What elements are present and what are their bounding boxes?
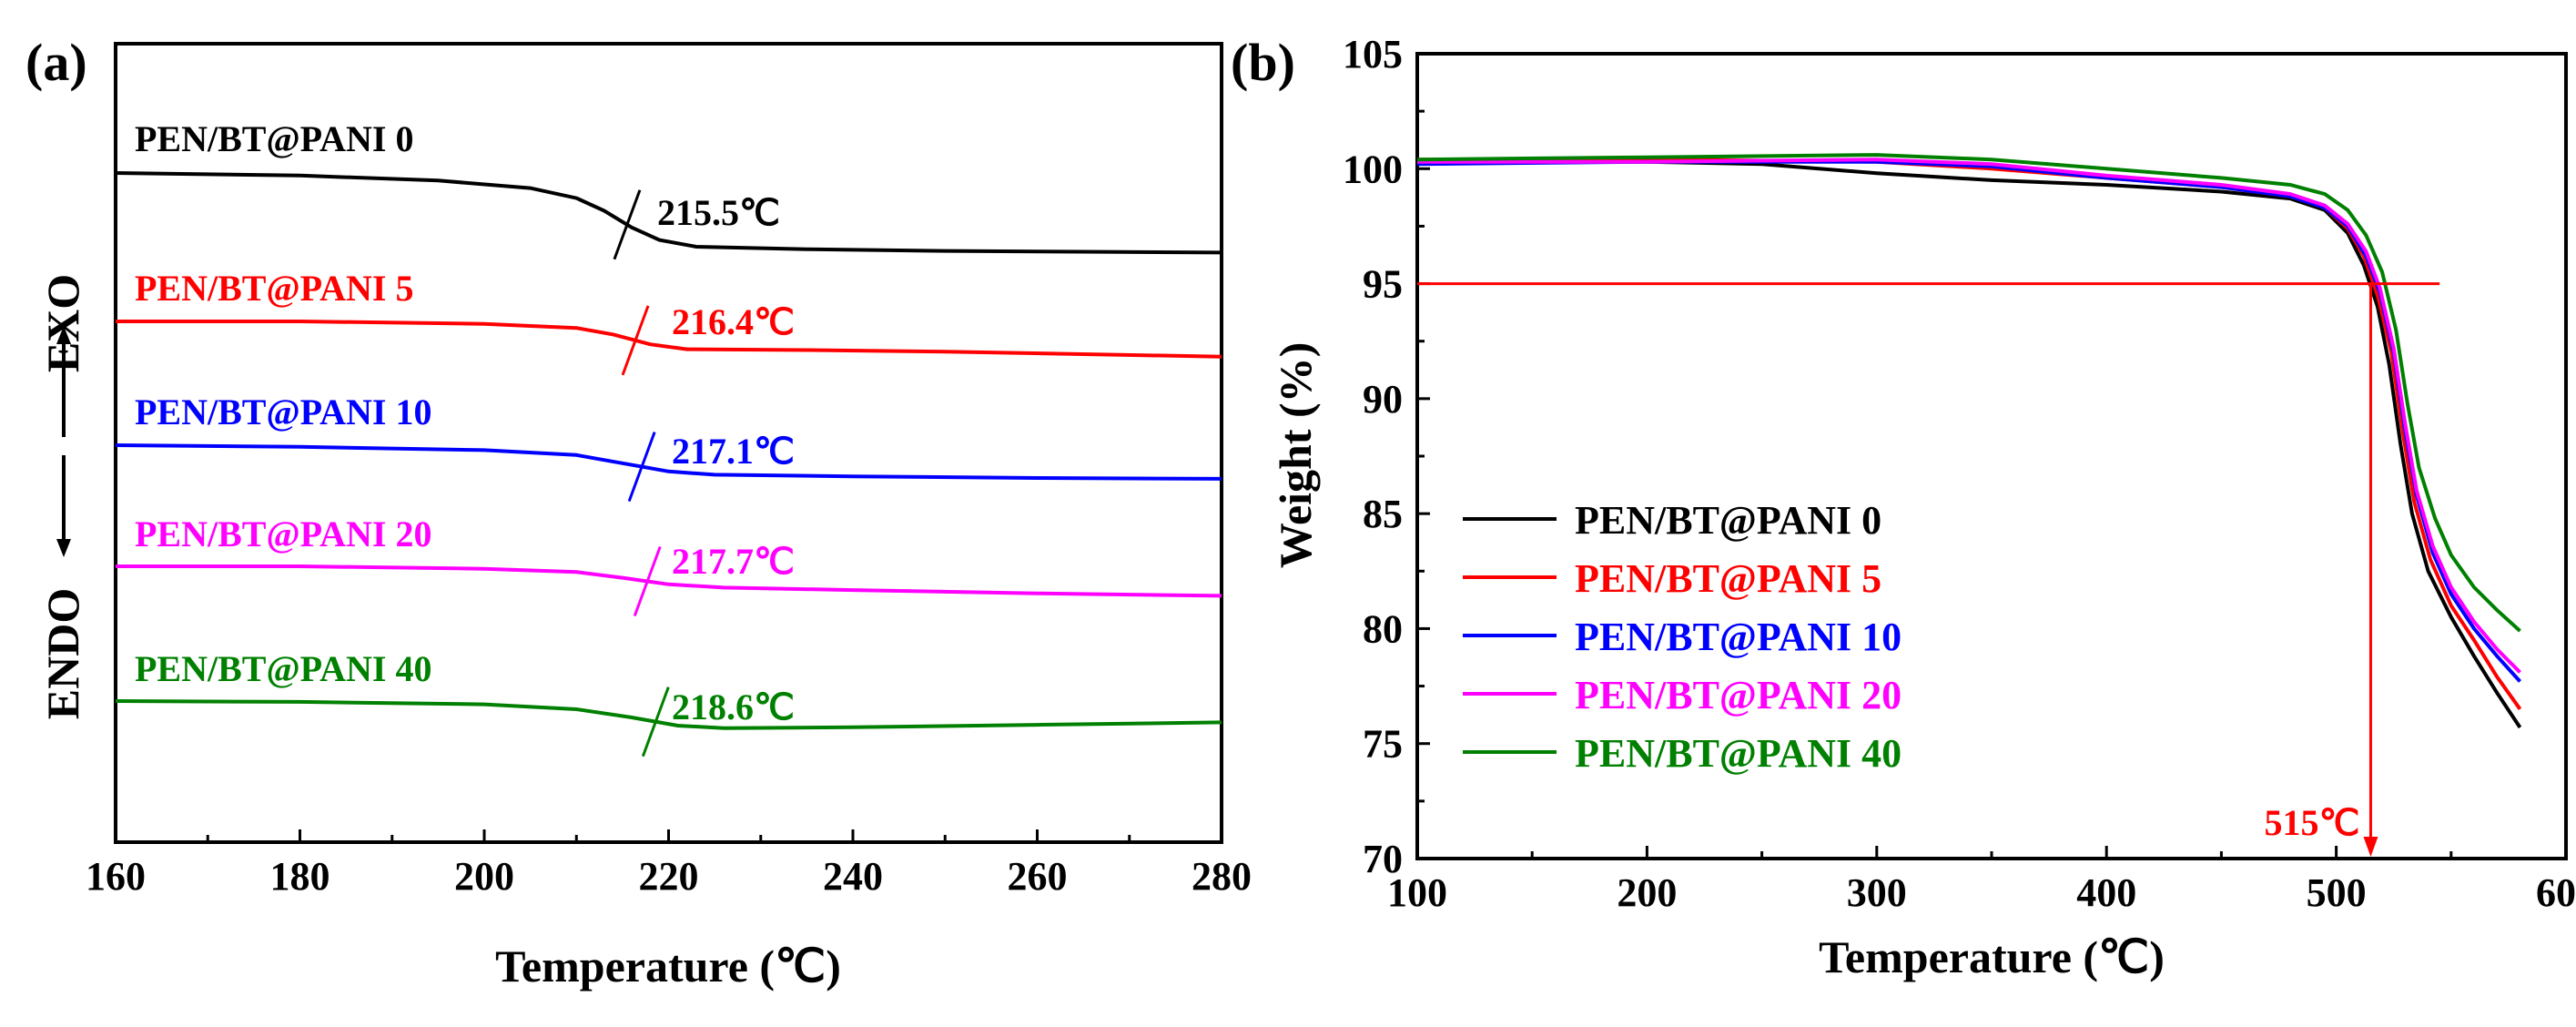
panel-a-tg-mark [641,686,670,758]
panel-b-curve-pen-bt-pani-20 [1417,158,2521,674]
panel-a-curve-pen-bt-pani-40 [115,699,1222,730]
panel-b-tga-chart: (b) 100 200 300 400 500 600 70 75 80 85 90 95 100 105… [1231,32,2576,982]
panel-a-tg-mark [613,189,642,260]
panel-b-onset-label: 515℃ [2265,802,2360,843]
panel-b-y-tick-label: 95 [1363,262,1403,307]
panel-a-curve-pen-bt-pani-20 [116,564,1222,598]
panel-a-curve-label: PEN/BT@PANI 40 [135,648,431,689]
panel-b-y-tick-label: 75 [1363,722,1403,767]
panel-b-y-tick-label: 85 [1363,492,1403,536]
panel-b-y-tick-label: 105 [1343,32,1403,76]
panel-b-curve-pen-bt-pani-40 [1416,153,2521,633]
panel-a-x-tick-label: 260 [1008,854,1068,899]
panel-b-legend-label: PEN/BT@PANI 10 [1575,615,1902,659]
panel-b-curve-pen-bt-pani-0 [1417,159,2522,729]
panel-b-y-axis-title: Weight (%) [1270,342,1321,569]
panel-b-x-tick-label: 500 [2307,870,2367,915]
panel-a-tg-mark [621,305,650,376]
panel-b-x-tick-label: 100 [1387,870,1447,915]
panel-a-x-tick-label: 200 [454,854,514,899]
panel-b-x-tick-label: 200 [1617,870,1677,915]
panel-b-x-tick-label: 600 [2536,870,2576,915]
panel-a-curve-pen-bt-pani-5 [116,320,1222,359]
exo-arrowhead-icon [56,326,71,344]
panel-b-curve-pen-bt-pani-5 [1417,158,2522,710]
panel-a-tg-label: 217.1℃ [672,431,795,472]
endo-label: ENDO [37,588,88,719]
panel-b-y-tick-label: 80 [1363,606,1403,651]
panel-a-curve-label: PEN/BT@PANI 20 [135,514,431,554]
panel-a-x-tick-label: 240 [823,854,883,899]
panel-b-y-tick-label: 100 [1343,147,1403,191]
panel-a-curve-label: PEN/BT@PANI 10 [135,391,431,432]
panel-a-tg-label: 216.4℃ [672,301,795,342]
panel-b-letter: (b) [1231,33,1295,92]
panel-a-curve-pen-bt-pani-10 [115,443,1222,481]
panel-b-x-axis-title: Temperature (℃) [1819,931,2165,982]
panel-a-tg-mark [627,432,656,503]
panel-a-tg-label: 217.7℃ [672,541,795,582]
panel-a-curve-label: PEN/BT@PANI 5 [135,268,413,309]
endo-arrowhead-icon [56,539,71,557]
panel-b-curve-pen-bt-pani-10 [1416,159,2521,683]
panel-a-x-tick-label: 180 [270,854,330,899]
panel-b-legend-label: PEN/BT@PANI 0 [1575,498,1881,543]
panel-b-legend-label: PEN/BT@PANI 5 [1575,556,1881,601]
panel-a-x-tick-label: 220 [639,854,699,899]
panel-b-arrowhead-icon [2363,837,2378,857]
panel-a-curve-pen-bt-pani-0 [115,171,1222,255]
panel-a-letter: (a) [25,33,87,92]
panel-b-legend-label: PEN/BT@PANI 40 [1575,731,1902,776]
panel-b-x-tick-label: 400 [2076,870,2136,915]
panel-a-x-tick-label: 280 [1192,854,1252,899]
panel-a-tg-label: 215.5℃ [657,192,780,233]
panel-a-x-axis-title: Temperature (℃) [495,941,841,991]
panel-b-y-tick-label: 70 [1363,837,1403,881]
panel-b-y-tick-label: 90 [1363,377,1403,422]
panel-a-tg-mark [633,545,662,617]
panel-a-tg-label: 218.6℃ [672,686,795,727]
panel-b-x-tick-label: 300 [1847,870,1907,915]
panel-a-curve-label: PEN/BT@PANI 0 [135,118,413,159]
panel-a-y-axis-label: EXO ENDO [37,274,88,719]
panel-a-x-tick-label: 160 [86,854,146,899]
panel-a-dsc-chart: (a) 160 180 200 220 240 260 280 215.5℃ 216.4℃ 21… [25,33,1252,991]
panel-b-legend-label: PEN/BT@PANI 20 [1575,673,1902,717]
